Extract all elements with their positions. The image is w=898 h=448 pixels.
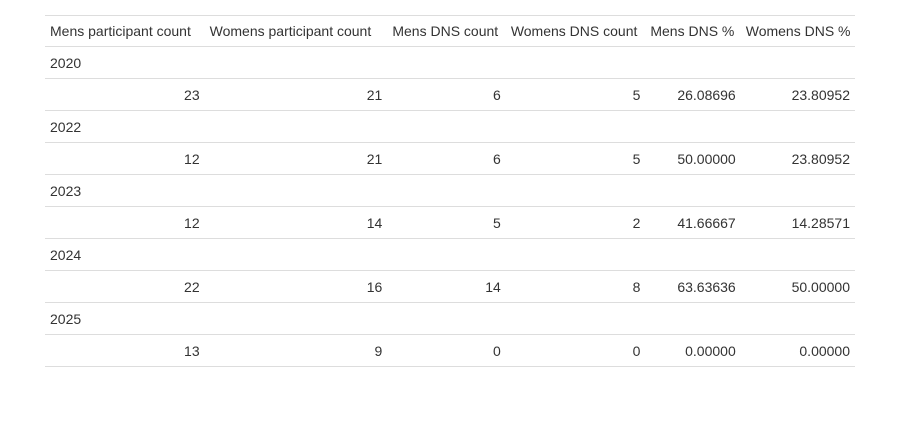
cell-mens-dns-percent: 63.63636 [645,270,741,303]
group-row: 2024 [45,238,855,271]
cell-mens-dns-count: 6 [387,142,506,175]
group-label-year: 2024 [45,238,855,271]
cell-womens-participant-count: 21 [204,142,388,175]
cell-womens-dns-count: 8 [505,270,646,303]
cell-womens-participant-count: 16 [204,270,388,303]
column-header-womens-dns-percent: Womens DNS % [740,15,855,47]
cell-mens-participant-count: 13 [45,334,205,367]
column-header-womens-dns-count: Womens DNS count [505,15,646,47]
table-row: 12 21 6 5 50.00000 23.80952 [45,142,855,175]
cell-mens-dns-count: 14 [387,270,506,303]
table-row: 13 9 0 0 0.00000 0.00000 [45,334,855,367]
cell-mens-participant-count: 22 [45,270,205,303]
group-label-year: 2020 [45,46,855,79]
header-row: Mens participant count Womens participan… [45,15,855,47]
cell-womens-dns-count: 5 [505,142,646,175]
group-row: 2025 [45,302,855,335]
table-row: 22 16 14 8 63.63636 50.00000 [45,270,855,303]
cell-mens-dns-count: 6 [387,78,506,111]
column-header-mens-dns-percent: Mens DNS % [645,15,741,47]
cell-mens-dns-count: 0 [387,334,506,367]
dns-stats-table: Mens participant count Womens participan… [45,15,855,367]
group-row: 2022 [45,110,855,143]
cell-womens-dns-count: 0 [505,334,646,367]
cell-womens-participant-count: 21 [204,78,388,111]
cell-womens-dns-percent: 23.80952 [740,78,855,111]
cell-mens-dns-percent: 26.08696 [645,78,741,111]
group-label-year: 2022 [45,110,855,143]
cell-womens-dns-count: 2 [505,206,646,239]
cell-womens-dns-percent: 23.80952 [740,142,855,175]
cell-mens-dns-percent: 41.66667 [645,206,741,239]
cell-mens-participant-count: 12 [45,142,205,175]
cell-mens-dns-percent: 50.00000 [645,142,741,175]
cell-mens-participant-count: 12 [45,206,205,239]
cell-mens-dns-percent: 0.00000 [645,334,741,367]
cell-womens-dns-count: 5 [505,78,646,111]
cell-womens-dns-percent: 50.00000 [740,270,855,303]
cell-womens-dns-percent: 14.28571 [740,206,855,239]
cell-mens-participant-count: 23 [45,78,205,111]
cell-womens-participant-count: 9 [204,334,388,367]
column-header-mens-dns-count: Mens DNS count [387,15,506,47]
table-row: 23 21 6 5 26.08696 23.80952 [45,78,855,111]
column-header-mens-participant-count: Mens participant count [45,15,205,47]
group-row: 2023 [45,174,855,207]
cell-womens-participant-count: 14 [204,206,388,239]
group-row: 2020 [45,46,855,79]
column-header-womens-participant-count: Womens participant count [204,15,388,47]
cell-mens-dns-count: 5 [387,206,506,239]
cell-womens-dns-percent: 0.00000 [740,334,855,367]
table-row: 12 14 5 2 41.66667 14.28571 [45,206,855,239]
group-label-year: 2025 [45,302,855,335]
group-label-year: 2023 [45,174,855,207]
